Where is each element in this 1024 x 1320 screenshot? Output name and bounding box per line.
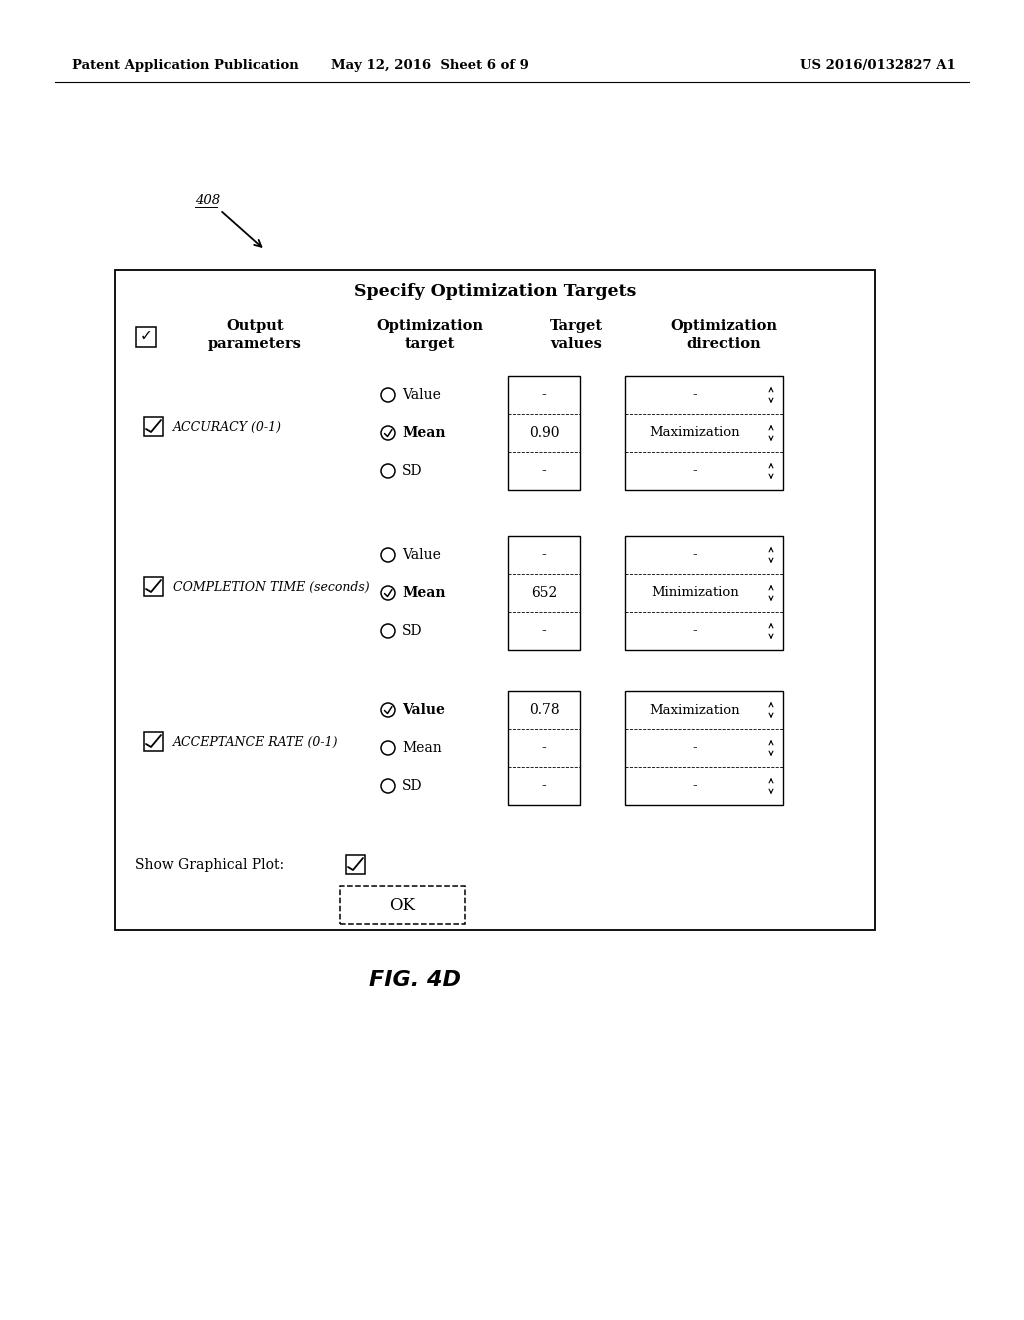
- Circle shape: [381, 741, 395, 755]
- Circle shape: [381, 548, 395, 562]
- Text: 0.90: 0.90: [528, 426, 559, 440]
- Text: Output
parameters: Output parameters: [208, 319, 302, 351]
- Text: -: -: [542, 741, 547, 755]
- Text: Maximization: Maximization: [649, 704, 740, 717]
- Text: -: -: [692, 388, 697, 401]
- Text: ✓: ✓: [139, 329, 153, 343]
- Bar: [508, 376, 580, 490]
- Text: May 12, 2016  Sheet 6 of 9: May 12, 2016 Sheet 6 of 9: [331, 58, 529, 71]
- Bar: [346, 855, 365, 874]
- Bar: [340, 886, 465, 924]
- Text: Optimization
target: Optimization target: [377, 319, 483, 351]
- Bar: [625, 376, 783, 490]
- Bar: [625, 536, 783, 649]
- Text: -: -: [692, 742, 697, 755]
- Text: -: -: [692, 465, 697, 478]
- Circle shape: [381, 779, 395, 793]
- Text: Minimization: Minimization: [651, 586, 739, 599]
- Text: Maximization: Maximization: [649, 426, 740, 440]
- Text: Target
values: Target values: [550, 319, 602, 351]
- Text: Value: Value: [402, 704, 444, 717]
- Text: 408: 408: [195, 194, 220, 206]
- Text: -: -: [542, 548, 547, 562]
- Text: Value: Value: [402, 548, 441, 562]
- Bar: [115, 271, 874, 931]
- Circle shape: [381, 388, 395, 403]
- Bar: [625, 690, 783, 805]
- Bar: [144, 577, 163, 597]
- Text: Mean: Mean: [402, 586, 445, 601]
- Text: Mean: Mean: [402, 426, 445, 440]
- Text: 0.78: 0.78: [528, 704, 559, 717]
- Bar: [508, 536, 580, 649]
- Text: -: -: [542, 779, 547, 793]
- Text: COMPLETION TIME (seconds): COMPLETION TIME (seconds): [173, 581, 370, 594]
- Text: SD: SD: [402, 465, 423, 478]
- Text: -: -: [692, 780, 697, 792]
- Text: Specify Optimization Targets: Specify Optimization Targets: [354, 284, 636, 301]
- Text: SD: SD: [402, 624, 423, 638]
- Text: -: -: [542, 388, 547, 403]
- Text: ACCEPTANCE RATE (0-1): ACCEPTANCE RATE (0-1): [173, 735, 339, 748]
- Bar: [144, 733, 163, 751]
- Circle shape: [381, 465, 395, 478]
- Text: 652: 652: [530, 586, 557, 601]
- Text: SD: SD: [402, 779, 423, 793]
- Text: ACCURACY (0-1): ACCURACY (0-1): [173, 421, 282, 433]
- Text: OK: OK: [389, 896, 416, 913]
- Text: -: -: [692, 624, 697, 638]
- Bar: [508, 690, 580, 805]
- Circle shape: [381, 704, 395, 717]
- Text: Mean: Mean: [402, 741, 441, 755]
- Text: -: -: [542, 465, 547, 478]
- Bar: [136, 327, 156, 347]
- Text: Patent Application Publication: Patent Application Publication: [72, 58, 299, 71]
- Text: -: -: [542, 624, 547, 638]
- Text: Optimization
direction: Optimization direction: [671, 319, 777, 351]
- Text: -: -: [692, 549, 697, 561]
- Text: Value: Value: [402, 388, 441, 403]
- Text: FIG. 4D: FIG. 4D: [369, 970, 461, 990]
- Circle shape: [381, 426, 395, 440]
- Circle shape: [381, 586, 395, 601]
- Text: US 2016/0132827 A1: US 2016/0132827 A1: [800, 58, 955, 71]
- Bar: [144, 417, 163, 436]
- Text: Show Graphical Plot:: Show Graphical Plot:: [135, 858, 284, 873]
- Circle shape: [381, 624, 395, 638]
